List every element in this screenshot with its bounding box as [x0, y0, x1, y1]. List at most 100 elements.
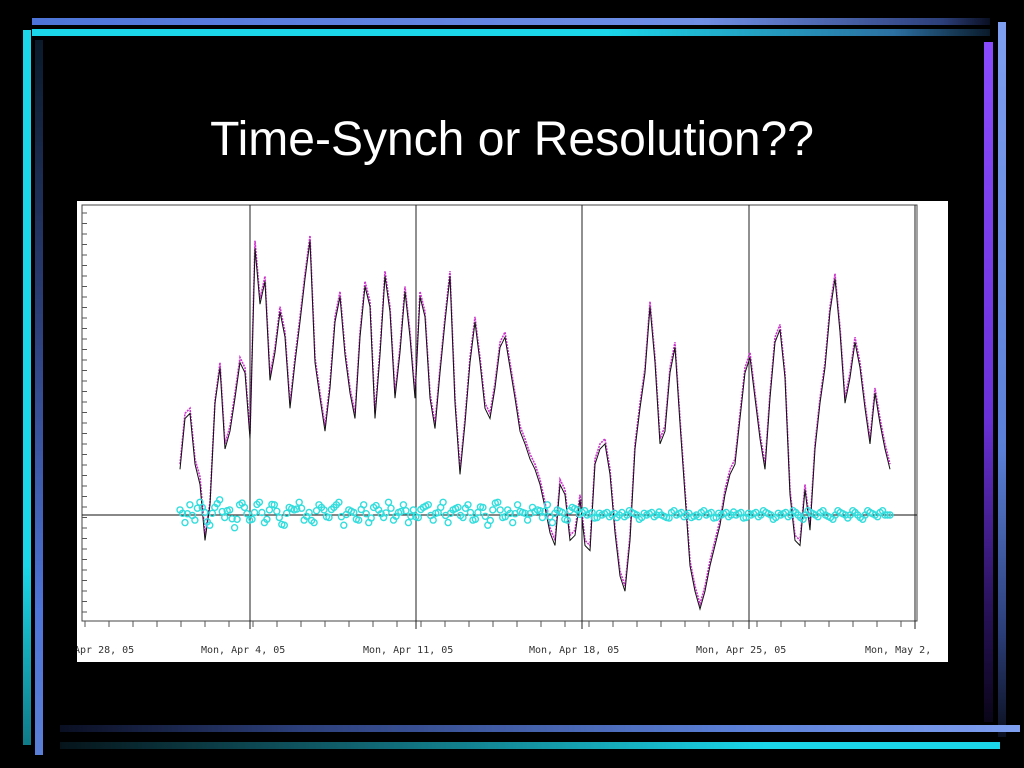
series-cyan-point	[496, 506, 504, 514]
axes-layer	[81, 204, 918, 629]
series-cyan-point	[335, 498, 343, 506]
series-cyan-point	[407, 512, 415, 520]
series-cyan-point	[208, 509, 217, 517]
frame-bar-right-blue	[998, 22, 1006, 737]
series-cyan-point	[563, 516, 571, 524]
series-cyan-point	[479, 503, 487, 512]
series-cyan-point	[191, 516, 199, 524]
series-cyan-point	[225, 506, 234, 514]
series-cyan-point	[206, 521, 214, 529]
series-cyan-point	[325, 513, 333, 522]
frame-bar-right-violet	[984, 42, 993, 722]
series-cyan-point	[444, 518, 452, 527]
series-cyan-point	[548, 518, 557, 527]
series-cyan-point	[275, 513, 284, 522]
series-cyan-point	[360, 501, 368, 509]
series-cyan-point	[486, 516, 494, 525]
x-tick-label: Mon, Apr 18, 05	[529, 645, 619, 656]
series-cyan-point	[384, 498, 393, 506]
series-cyan-point	[489, 506, 497, 514]
frame-bar-bottom-blue	[60, 725, 1020, 732]
series-cyan-point	[513, 501, 522, 509]
series-cyan-point	[424, 501, 432, 509]
x-tick-label: Mon, Apr 25, 05	[696, 645, 786, 656]
series-cyan-point	[295, 498, 303, 506]
series-cyan-point	[310, 518, 318, 527]
chart-panel: Apr 28, 05 Mon, Apr 4, 05 Mon, Apr 11, 05 M…	[77, 201, 948, 662]
series-cyan-point	[178, 509, 187, 517]
series-cyan-point	[305, 508, 313, 517]
frame-bar-left-cyan	[23, 30, 31, 745]
series-cyan-point	[521, 509, 529, 517]
series-cyan-point	[233, 515, 241, 523]
series-cyan-point	[186, 501, 194, 509]
series-cyan-point	[397, 507, 405, 516]
series-cyan-point	[201, 508, 209, 517]
series-cyan-point	[273, 507, 281, 515]
series-cyan-point	[523, 516, 532, 524]
slide-title: Time-Synch or Resolution??	[210, 113, 814, 166]
series-cyan-point	[193, 504, 202, 512]
series-cyan-point	[362, 510, 370, 518]
series-cyan-point	[558, 508, 566, 517]
series-cyan-point	[536, 507, 544, 515]
series-cyan-point	[240, 503, 249, 512]
series-cyan-point	[387, 504, 395, 512]
series-cyan-point	[243, 510, 251, 518]
series-cyan-point	[883, 511, 892, 519]
series-cyan-point	[292, 505, 301, 513]
series-cyan-point	[382, 509, 390, 517]
series-cyan-point	[282, 509, 291, 517]
series-layer	[176, 235, 894, 611]
series-cyan-point	[494, 498, 502, 506]
series-cyan-point	[881, 511, 889, 519]
series-cyan-point	[501, 513, 509, 521]
series-cyan-point	[215, 496, 224, 504]
series-cyan-point	[404, 518, 413, 527]
series-cyan-point	[218, 507, 226, 516]
series-cyan-point	[367, 514, 375, 522]
plot-frame	[81, 204, 918, 622]
series-cyan-point	[312, 507, 321, 515]
series-cyan-point	[509, 518, 517, 527]
series-black-line	[179, 240, 891, 611]
series-cyan-point	[459, 513, 467, 522]
series-cyan-point	[350, 508, 358, 517]
series-cyan-point	[297, 504, 306, 512]
series-cyan-point	[255, 498, 264, 506]
x-tick-label: Mon, May 2,	[865, 645, 931, 656]
series-cyan-point	[409, 506, 418, 514]
series-cyan-point	[538, 513, 547, 522]
series-cyan-point	[402, 507, 410, 515]
series-cyan-point	[471, 515, 480, 523]
series-cyan	[176, 496, 894, 532]
series-cyan-point	[220, 513, 229, 522]
series-cyan-point	[454, 503, 462, 512]
series-cyan-point	[250, 508, 259, 517]
series-cyan-point	[546, 513, 554, 521]
series-cyan-point	[228, 515, 236, 523]
series-cyan-point	[506, 509, 514, 517]
series-cyan-point	[320, 506, 328, 514]
series-cyan-point	[439, 498, 447, 506]
series-cyan-point	[481, 512, 489, 520]
series-cyan-point	[399, 501, 408, 509]
series-cyan-point	[543, 501, 552, 509]
series-cyan-point	[414, 513, 422, 522]
series-cyan-point	[355, 516, 363, 524]
x-tick-label: Apr 28, 05	[77, 645, 134, 656]
series-cyan-point	[464, 501, 472, 509]
series-cyan-point	[429, 516, 437, 524]
series-cyan-point	[263, 515, 271, 523]
frame-bar-left-blue	[35, 40, 43, 755]
series-cyan-point	[466, 508, 475, 517]
tick-label-layer: Apr 28, 05 Mon, Apr 4, 05 Mon, Apr 11, 05 M…	[77, 645, 931, 656]
series-cyan-point	[340, 521, 348, 529]
frame-bar-bottom-cyan	[60, 742, 1000, 749]
series-magenta-line	[179, 235, 891, 607]
series-cyan-point	[258, 508, 266, 517]
time-series-chart: Apr 28, 05 Mon, Apr 4, 05 Mon, Apr 11, 05 M…	[77, 204, 931, 656]
frame-bar-top-blue	[32, 18, 990, 25]
series-cyan-point	[886, 511, 894, 519]
series-cyan-point	[280, 521, 289, 529]
